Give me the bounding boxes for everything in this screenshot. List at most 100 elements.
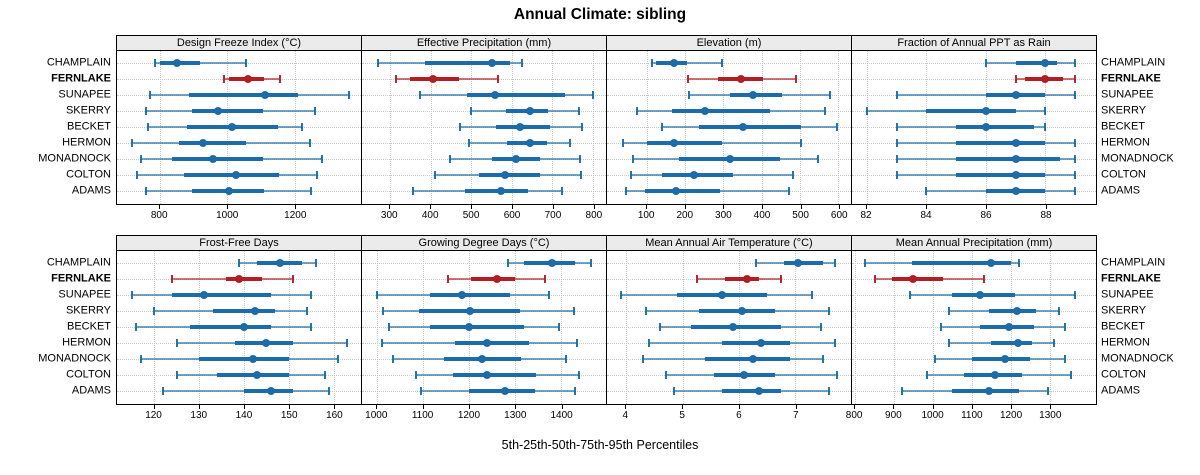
- whisker-cap: [381, 307, 384, 315]
- x-axis-tick: [153, 405, 155, 409]
- interquartile-bar: [178, 141, 246, 145]
- median-dot: [670, 59, 679, 67]
- x-axis: 1000 1100 1200 1300 1400: [361, 405, 607, 427]
- panel-strip-title: Growing Degree Days (°C): [361, 235, 607, 251]
- whisker-cap: [823, 107, 826, 115]
- median-dot: [1011, 171, 1020, 179]
- whisker-cap: [470, 107, 473, 115]
- x-axis-tick-label: 1300: [504, 410, 527, 421]
- median-dot: [671, 187, 680, 195]
- whisker-cap: [569, 139, 572, 147]
- whisker-cap: [754, 259, 757, 267]
- interquartile-bar: [467, 93, 565, 97]
- median-dot: [500, 387, 509, 395]
- x-axis-tick-label: 82: [860, 210, 872, 221]
- interquartile-bar: [645, 189, 720, 193]
- x-axis-tick: [422, 405, 424, 409]
- plot-area: [116, 51, 362, 205]
- whisker-cap: [520, 59, 523, 67]
- whisker-cap: [900, 387, 903, 395]
- interquartile-bar: [190, 325, 271, 329]
- median-dot: [701, 107, 710, 115]
- median-dot: [981, 107, 990, 115]
- whisker-cap: [292, 275, 295, 283]
- x-axis-tick-label: 800: [845, 410, 863, 421]
- x-axis-tick: [926, 205, 927, 209]
- interquartile-bar: [721, 341, 790, 345]
- site-label: BECKET: [66, 320, 111, 333]
- whisker-cap: [644, 307, 647, 315]
- median-dot: [737, 307, 746, 315]
- whisker-cap: [1074, 59, 1077, 67]
- whisker-cap: [548, 291, 551, 299]
- whisker-cap: [175, 339, 178, 347]
- x-axis-tick-label: 120: [145, 410, 162, 421]
- whisker-cap: [895, 123, 898, 131]
- y-axis-labels-right: CHAMPLAIN FERNLAKE SUNAPEE SKERRY BECKET HERM…: [1101, 235, 1200, 405]
- median-dot: [1013, 339, 1022, 347]
- whisker-cap: [447, 275, 450, 283]
- site-label: MONADNOCK: [1101, 352, 1174, 365]
- whisker-cap: [1074, 187, 1077, 195]
- interquartile-bar: [465, 189, 529, 193]
- x-axis: 800 1000 1200: [116, 205, 362, 227]
- whisker-cap: [836, 371, 839, 379]
- x-axis-tick-label: 400: [753, 210, 771, 221]
- whisker-cap: [222, 75, 225, 83]
- whisker-cap: [1044, 107, 1047, 115]
- site-label: COLTON: [1101, 368, 1146, 381]
- median-dot: [253, 371, 262, 379]
- percentiles-caption: 5th-25th-50th-75th-95th Percentiles: [501, 438, 699, 452]
- whisker-cap: [695, 275, 698, 283]
- interquartile-bar: [478, 173, 541, 177]
- median-dot: [266, 387, 275, 395]
- whisker-cap: [459, 123, 462, 131]
- whisker-cap: [314, 107, 317, 115]
- x-axis: 300 400 500 600 700 800: [361, 205, 607, 227]
- whisker-cap: [895, 91, 898, 99]
- x-axis-tick: [295, 205, 297, 209]
- median-dot: [1041, 75, 1050, 83]
- whisker-cap: [664, 371, 667, 379]
- median-dot: [737, 75, 746, 83]
- whisker-cap: [1074, 171, 1077, 179]
- y-axis-labels-left: CHAMPLAIN FERNLAKE SUNAPEE SKERRY BECKET HERM…: [0, 235, 111, 405]
- whisker-cap: [300, 123, 303, 131]
- median-dot: [909, 275, 918, 283]
- whisker-cap: [557, 323, 560, 331]
- median-dot: [239, 323, 248, 331]
- panel: Mean Annual Air Temperature (°C) 4 5 6 7: [606, 235, 852, 427]
- x-axis-tick-label: 130: [190, 410, 208, 421]
- y-axis-labels-right: CHAMPLAIN FERNLAKE SUNAPEE SKERRY BECKET HERM…: [1101, 35, 1200, 205]
- whisker-cap: [380, 339, 383, 347]
- whisker-cap: [278, 75, 281, 83]
- median-dot: [235, 275, 244, 283]
- whisker-cap: [572, 307, 575, 315]
- whisker-cap: [947, 307, 950, 315]
- x-axis-tick: [625, 405, 627, 409]
- x-axis-tick: [159, 205, 161, 209]
- whisker-cap: [415, 371, 418, 379]
- whisker-cap: [822, 355, 825, 363]
- median-dot: [173, 59, 182, 67]
- whisker-cap: [244, 59, 247, 67]
- gridline-horizontal: [607, 263, 851, 264]
- median-dot: [526, 107, 535, 115]
- median-dot: [748, 355, 757, 363]
- interquartile-bar: [911, 261, 1011, 265]
- whisker-cap: [320, 155, 323, 163]
- interquartile-bar: [956, 141, 1046, 145]
- whisker-cap: [926, 371, 929, 379]
- median-dot: [466, 307, 475, 315]
- site-label: SKERRY: [65, 104, 111, 117]
- median-dot: [458, 291, 467, 299]
- x-axis-tick-label: 86: [980, 210, 992, 221]
- whisker-cap: [449, 155, 452, 163]
- site-label: MONADNOCK: [1101, 152, 1174, 165]
- median-dot: [743, 275, 752, 283]
- interquartile-bar: [424, 61, 510, 65]
- whisker-cap: [560, 187, 563, 195]
- interquartile-bar: [455, 341, 529, 345]
- x-axis: 800 900 1000 1100 1200 1300: [846, 405, 1097, 427]
- whisker-cap: [376, 291, 379, 299]
